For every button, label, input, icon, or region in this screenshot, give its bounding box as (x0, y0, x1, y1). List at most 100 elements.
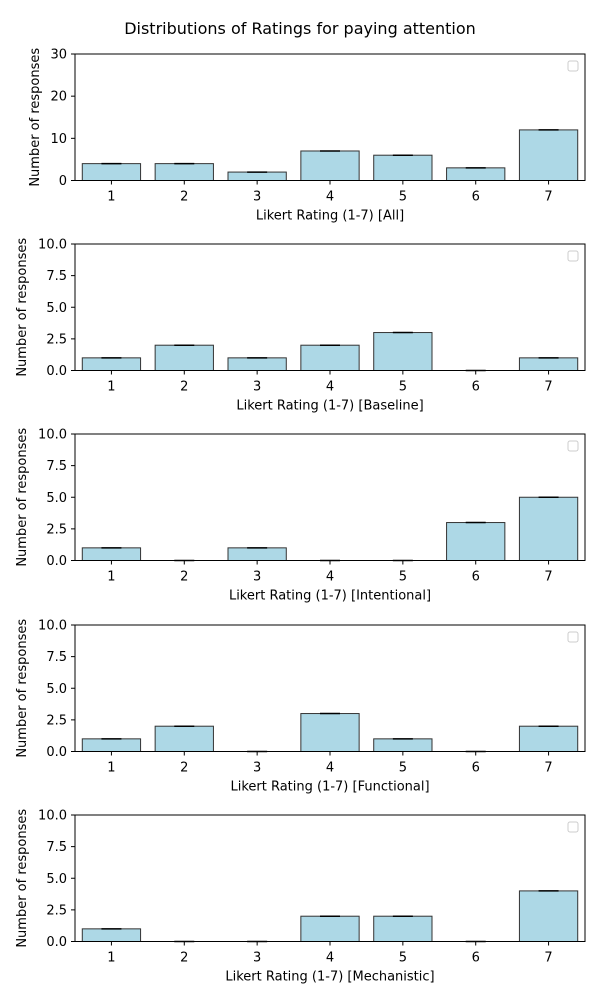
y-tick-label: 10.0 (38, 428, 67, 443)
legend-box (567, 440, 579, 452)
y-tick-label: 10.0 (38, 619, 67, 634)
y-tick-label: 20 (50, 90, 67, 105)
bar (300, 915, 360, 943)
x-tick-label: 1 (107, 761, 115, 776)
y-tick-label: 2.5 (46, 332, 67, 347)
y-tick-label: 0.0 (46, 364, 67, 379)
y-tick-label: 5.0 (46, 491, 67, 506)
x-axis-label: Likert Rating (1-7) [All] (256, 209, 404, 224)
bar (300, 150, 360, 182)
y-tick-label: 0.0 (46, 554, 67, 569)
bar (154, 163, 214, 181)
bar (300, 713, 360, 752)
x-tick-label: 3 (253, 951, 261, 966)
bar (446, 522, 506, 561)
bar (227, 357, 287, 372)
x-tick-label: 5 (399, 380, 407, 395)
x-tick-label: 5 (399, 761, 407, 776)
x-tick-label: 7 (544, 570, 552, 585)
y-axis-label: Number of responses (15, 238, 30, 377)
y-tick-label: 5.0 (46, 682, 67, 697)
bar (81, 357, 142, 372)
y-tick-label: 2.5 (46, 903, 67, 918)
x-tick-label: 3 (253, 761, 261, 776)
bar (81, 738, 142, 752)
x-tick-label: 6 (472, 190, 480, 205)
y-tick-label: 2.5 (46, 713, 67, 728)
bar (518, 357, 579, 372)
y-tick-label: 7.5 (46, 650, 67, 665)
y-tick-label: 30 (50, 48, 67, 63)
x-tick-label: 5 (399, 951, 407, 966)
bar (373, 332, 433, 371)
subplot-1: 1 2 3 4 5 6 7 0 10 20 30 Likert Rating (1-7) [All] N… (28, 48, 586, 224)
bar (518, 890, 579, 943)
subplot-3: 1 2 3 4 5 6 7 0.0 2.5 5.0 7.5 10.0 Likert Rating (1-… (15, 428, 586, 604)
y-tick-label: 10.0 (38, 809, 67, 824)
bar (81, 547, 142, 561)
x-tick-label: 5 (399, 570, 407, 585)
y-tick-label: 0.0 (46, 745, 67, 760)
bar (227, 171, 287, 181)
x-tick-label: 5 (399, 190, 407, 205)
x-tick-label: 7 (544, 190, 552, 205)
axes-frame (74, 433, 586, 561)
x-axis-label: Likert Rating (1-7) [Intentional] (229, 589, 431, 604)
y-tick-label: 0.0 (46, 935, 67, 950)
y-axis-label: Number of responses (15, 809, 30, 948)
x-tick-label: 1 (107, 951, 115, 966)
bar (373, 738, 433, 752)
x-tick-label: 4 (326, 380, 334, 395)
bar (373, 154, 433, 181)
x-axis-label: Likert Rating (1-7) [Baseline] (236, 399, 423, 414)
bar (518, 725, 579, 753)
x-tick-label: 2 (180, 380, 188, 395)
x-tick-label: 4 (326, 951, 334, 966)
x-tick-label: 3 (253, 570, 261, 585)
y-tick-label: 5.0 (46, 872, 67, 887)
legend-box (567, 250, 579, 262)
legend-box (567, 60, 579, 72)
bar (300, 344, 360, 372)
bar (373, 915, 433, 943)
x-tick-label: 6 (472, 951, 480, 966)
legend-box (567, 631, 579, 643)
x-tick-label: 3 (253, 190, 261, 205)
x-tick-label: 2 (180, 761, 188, 776)
bar (518, 129, 579, 181)
x-tick-label: 4 (326, 761, 334, 776)
subplot-5: 1 2 3 4 5 6 7 0.0 2.5 5.0 7.5 10.0 Likert Rating (1-… (15, 809, 586, 985)
x-tick-label: 2 (180, 951, 188, 966)
y-tick-label: 10.0 (38, 238, 67, 253)
x-tick-label: 1 (107, 380, 115, 395)
bar (154, 344, 214, 372)
x-tick-label: 3 (253, 380, 261, 395)
x-tick-label: 7 (544, 761, 552, 776)
y-tick-label: 7.5 (46, 840, 67, 855)
bar (518, 496, 579, 561)
y-tick-label: 0 (59, 174, 67, 189)
x-tick-label: 2 (180, 570, 188, 585)
bar (227, 547, 287, 561)
x-tick-label: 1 (107, 190, 115, 205)
x-axis-label: Likert Rating (1-7) [Mechanistic] (225, 970, 434, 985)
x-tick-label: 6 (472, 570, 480, 585)
y-axis-label: Number of responses (28, 48, 43, 187)
bar (81, 928, 142, 942)
x-tick-label: 4 (326, 190, 334, 205)
y-tick-label: 5.0 (46, 301, 67, 316)
subplot-2: 1 2 3 4 5 6 7 0.0 2.5 5.0 7.5 10.0 Likert Rating (1-… (15, 238, 586, 414)
bar (154, 725, 214, 753)
bar (81, 163, 142, 181)
bar (446, 167, 506, 182)
y-tick-label: 2.5 (46, 522, 67, 537)
subplot-4: 1 2 3 4 5 6 7 0.0 2.5 5.0 7.5 10.0 Likert Rating (1-… (15, 619, 586, 795)
x-tick-label: 2 (180, 190, 188, 205)
figure-title: Distributions of Ratings for paying atte… (124, 19, 476, 38)
y-tick-label: 7.5 (46, 269, 67, 284)
x-tick-label: 6 (472, 380, 480, 395)
legend-box (567, 821, 579, 833)
x-tick-label: 7 (544, 951, 552, 966)
